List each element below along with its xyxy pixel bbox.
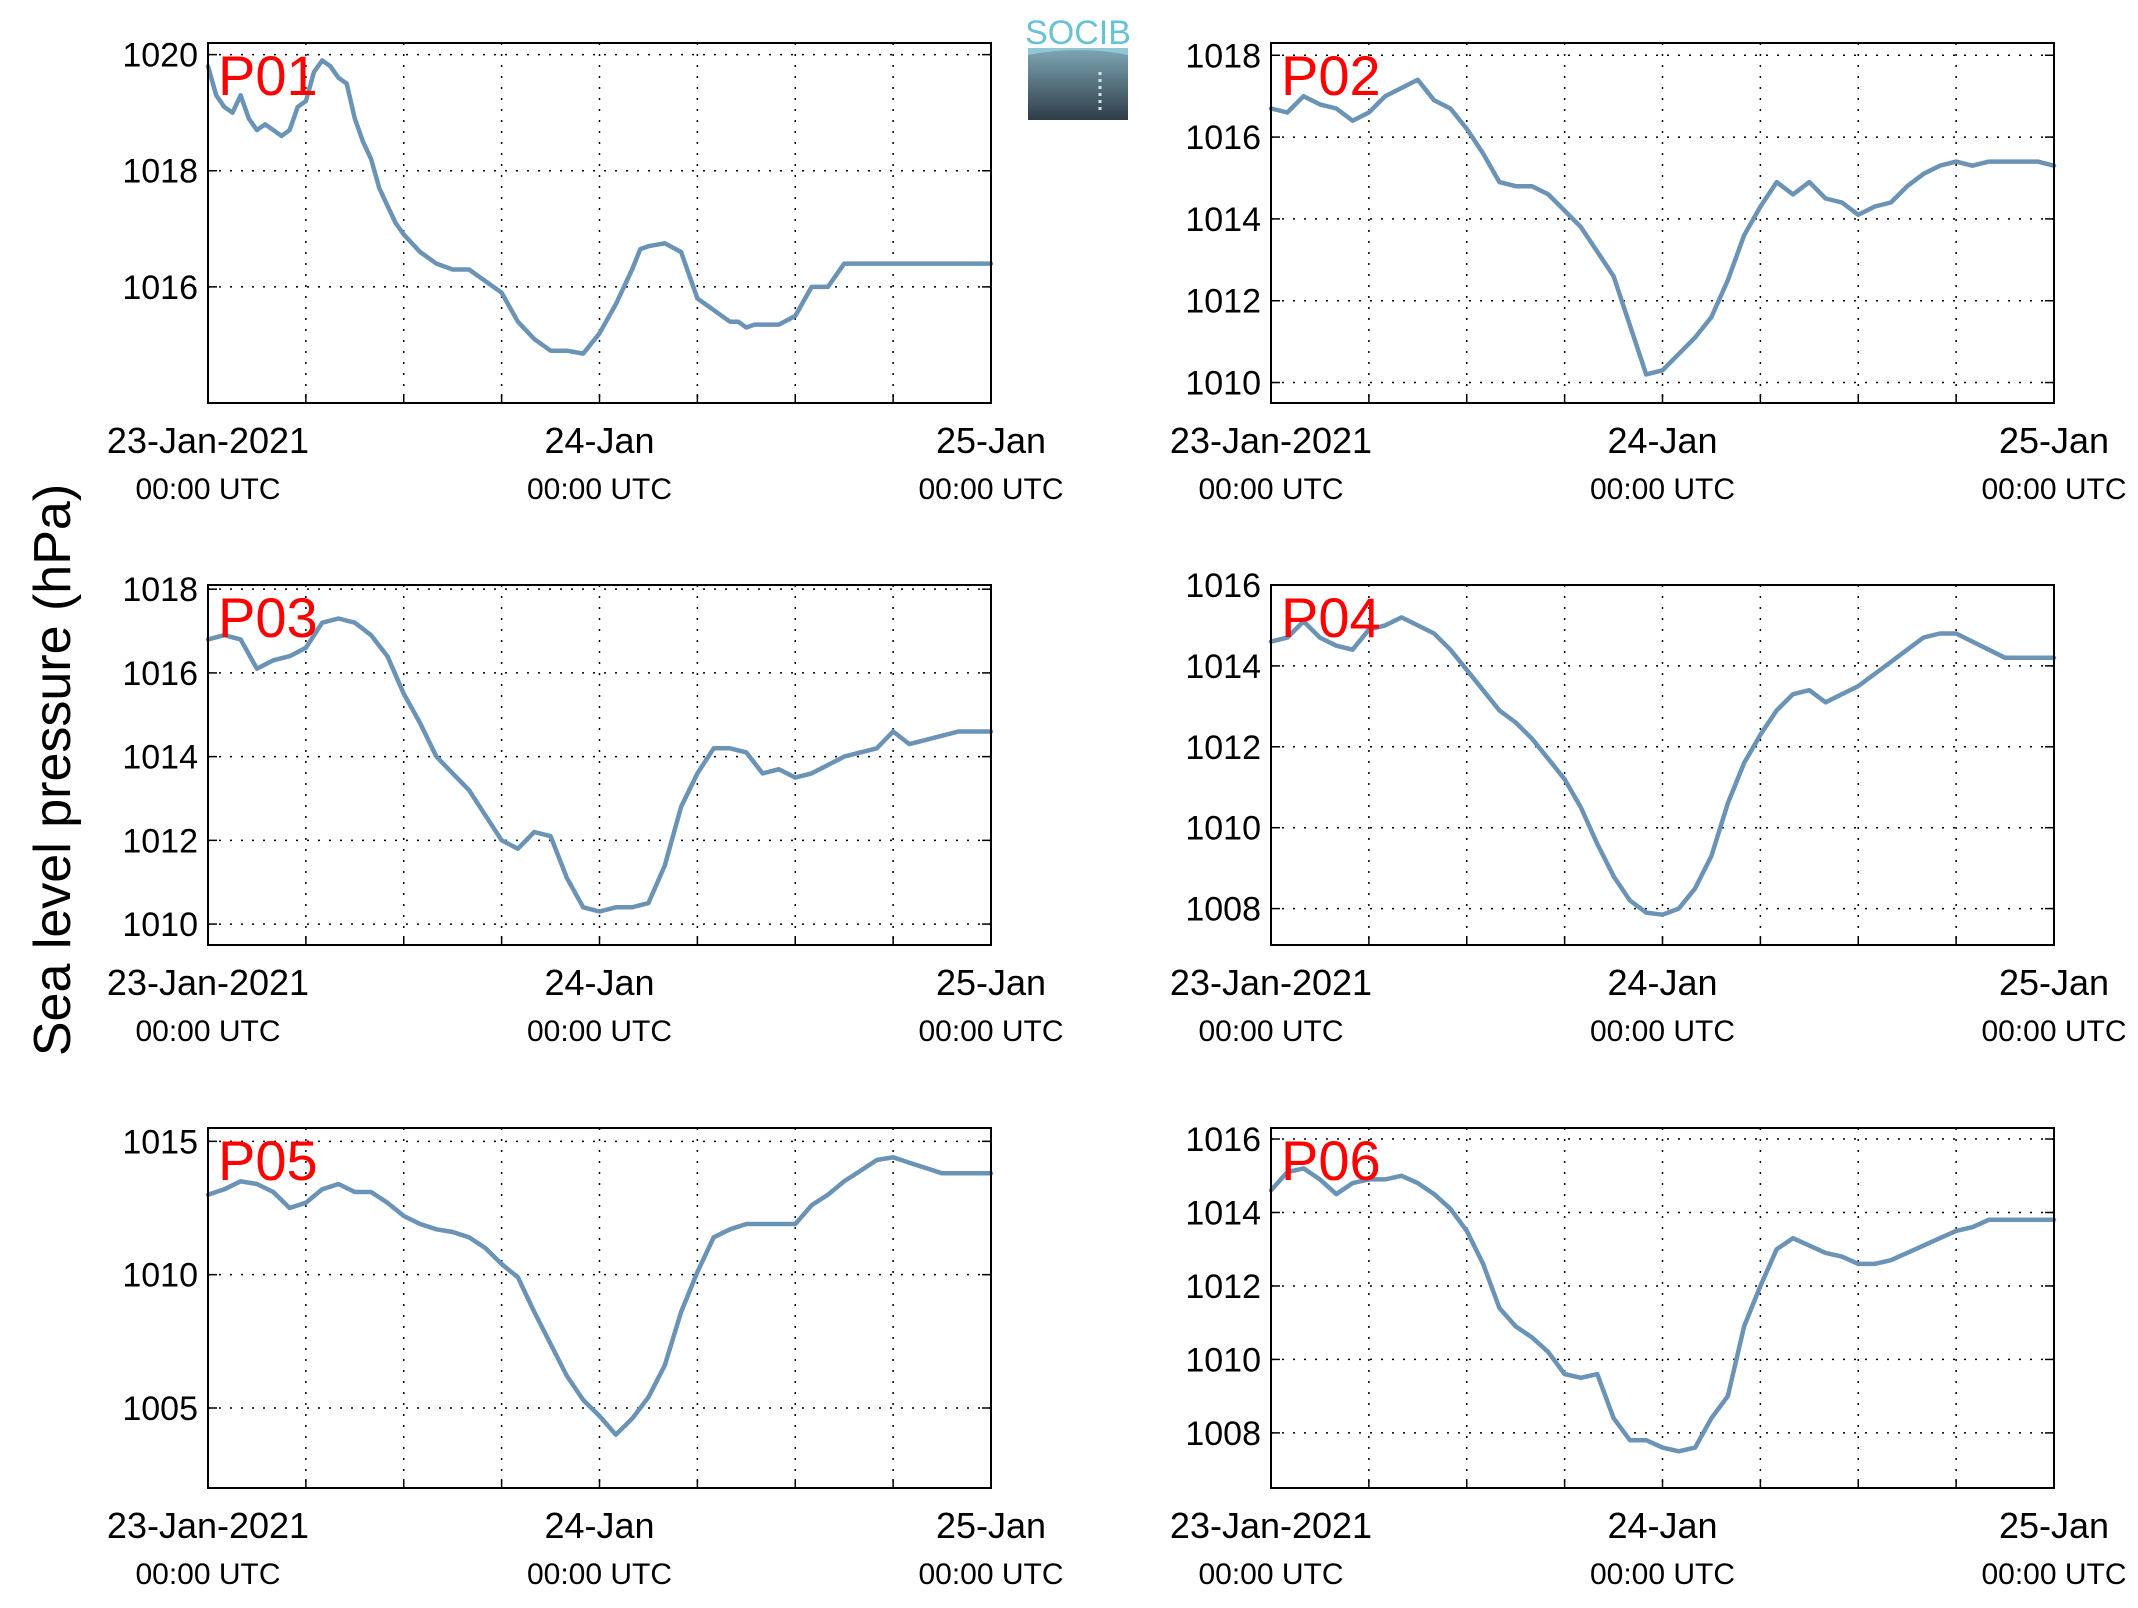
x-tick-label-date: 23-Jan-2021 [107, 1505, 309, 1546]
axes-frame [1270, 584, 2055, 946]
x-tick-label-time: 00:00 UTC [135, 1558, 280, 1591]
x-tick-label-date: 23-Jan-2021 [1170, 1505, 1372, 1546]
y-tick-label: 1012 [1185, 1268, 1261, 1306]
axes-frame [207, 42, 992, 404]
panel-label: P01 [218, 44, 318, 107]
axes-frame [207, 584, 992, 946]
x-tick-label-date: 24-Jan [544, 420, 654, 461]
axes-frame [1270, 1127, 2055, 1489]
y-tick-label: 1014 [1185, 201, 1261, 239]
x-tick-label-date: 25-Jan [1999, 962, 2109, 1003]
chart-panels: 1016 1018 1020 23-Jan-2021 00:00 UTC 24-Jan 00… [107, 37, 2127, 1591]
x-tick-label-date: 23-Jan-2021 [1170, 420, 1372, 461]
x-tick-label-time: 00:00 UTC [1590, 1558, 1735, 1591]
panel-p01: 1016 1018 1020 23-Jan-2021 00:00 UTC 24-Jan 00… [107, 37, 1064, 506]
y-tick-label: 1016 [1185, 1121, 1261, 1159]
x-tick-label-time: 00:00 UTC [918, 1558, 1063, 1591]
y-tick-label: 1018 [122, 153, 198, 191]
x-tick-label-time: 00:00 UTC [1198, 473, 1343, 506]
y-tick-label: 1018 [1185, 37, 1261, 75]
x-tick-label-date: 23-Jan-2021 [107, 962, 309, 1003]
y-tick-label: 1014 [1185, 1194, 1261, 1232]
x-tick-label-date: 24-Jan [1607, 1505, 1717, 1546]
x-tick-label-date: 25-Jan [936, 1505, 1046, 1546]
x-tick-label-time: 00:00 UTC [1981, 1015, 2126, 1048]
x-tick-label-time: 00:00 UTC [527, 473, 672, 506]
x-tick-label-time: 00:00 UTC [527, 1558, 672, 1591]
pressure-series-line [1268, 1166, 2057, 1454]
y-tick-label: 1015 [122, 1123, 198, 1161]
panel-label: P03 [218, 586, 318, 649]
socib-logo-background [1028, 48, 1128, 120]
y-tick-label: 1016 [122, 655, 198, 693]
y-axis-label: Sea level pressure (hPa) [24, 484, 82, 1056]
panel-label: P02 [1281, 44, 1381, 107]
y-tick-label: 1010 [122, 906, 198, 944]
pressure-series-line [1268, 77, 2057, 377]
y-tick-label: 1010 [1185, 1341, 1261, 1379]
pressure-series-line [205, 58, 994, 356]
y-tick-label: 1016 [1185, 567, 1261, 605]
y-tick-label: 1012 [1185, 283, 1261, 321]
x-tick-label-date: 24-Jan [544, 962, 654, 1003]
x-tick-label-time: 00:00 UTC [135, 1015, 280, 1048]
x-tick-label-date: 24-Jan [1607, 962, 1717, 1003]
x-tick-label-date: 25-Jan [1999, 1505, 2109, 1546]
y-tick-label: 1010 [1185, 365, 1261, 403]
x-tick-label-time: 00:00 UTC [1198, 1015, 1343, 1048]
x-tick-label-date: 24-Jan [1607, 420, 1717, 461]
axes-frame [207, 1127, 992, 1489]
panel-label: P06 [1281, 1129, 1381, 1192]
x-tick-label-time: 00:00 UTC [918, 1015, 1063, 1048]
y-tick-label: 1012 [122, 822, 198, 860]
x-tick-label-date: 23-Jan-2021 [107, 420, 309, 461]
x-tick-label-time: 00:00 UTC [1981, 473, 2126, 506]
x-tick-label-time: 00:00 UTC [1590, 473, 1735, 506]
pressure-series-line [205, 616, 994, 914]
y-tick-label: 1005 [122, 1390, 198, 1428]
y-tick-label: 1014 [1185, 648, 1261, 686]
y-tick-label: 1012 [1185, 729, 1261, 767]
axes-frame [1270, 42, 2055, 404]
x-tick-label-date: 25-Jan [936, 962, 1046, 1003]
y-tick-label: 1014 [122, 739, 198, 777]
x-tick-label-time: 00:00 UTC [918, 473, 1063, 506]
pressure-series-line [205, 1155, 994, 1437]
y-tick-label: 1010 [1185, 810, 1261, 848]
y-tick-label: 1016 [122, 269, 198, 307]
x-tick-label-time: 00:00 UTC [135, 473, 280, 506]
pressure-series-line [1268, 615, 2057, 917]
panel-label: P05 [218, 1129, 318, 1192]
panel-p03: 1010 1012 1014 1016 1018 23-Jan-2021 00:00 UTC… [107, 571, 1064, 1048]
socib-logo: SOCIB [1025, 14, 1131, 120]
panel-p06: 1008 1010 1012 1014 1016 23-Jan-2021 00:00 UTC… [1170, 1121, 2127, 1591]
panel-p04: 1008 1010 1012 1014 1016 23-Jan-2021 00:00 UTC… [1170, 567, 2127, 1048]
x-tick-label-date: 25-Jan [936, 420, 1046, 461]
panel-label: P04 [1281, 586, 1381, 649]
x-tick-label-date: 24-Jan [544, 1505, 654, 1546]
x-tick-label-time: 00:00 UTC [1198, 1558, 1343, 1591]
panel-p05: 1005 1010 1015 23-Jan-2021 00:00 UTC 24-Jan 00… [107, 1123, 1064, 1591]
x-tick-label-date: 23-Jan-2021 [1170, 962, 1372, 1003]
y-tick-label: 1008 [1185, 1415, 1261, 1453]
x-tick-label-time: 00:00 UTC [1981, 1558, 2126, 1591]
x-tick-label-date: 25-Jan [1999, 420, 2109, 461]
x-tick-label-time: 00:00 UTC [1590, 1015, 1735, 1048]
y-tick-label: 1008 [1185, 891, 1261, 929]
socib-logo-text: SOCIB [1025, 14, 1131, 52]
y-tick-label: 1016 [1185, 119, 1261, 157]
y-tick-label: 1018 [122, 571, 198, 609]
socib-logo-wave [1028, 48, 1128, 55]
panel-p02: 1010 1012 1014 1016 1018 23-Jan-2021 00:00 UTC… [1170, 37, 2127, 506]
y-tick-label: 1020 [122, 37, 198, 75]
x-tick-label-time: 00:00 UTC [527, 1015, 672, 1048]
y-tick-label: 1010 [122, 1257, 198, 1295]
